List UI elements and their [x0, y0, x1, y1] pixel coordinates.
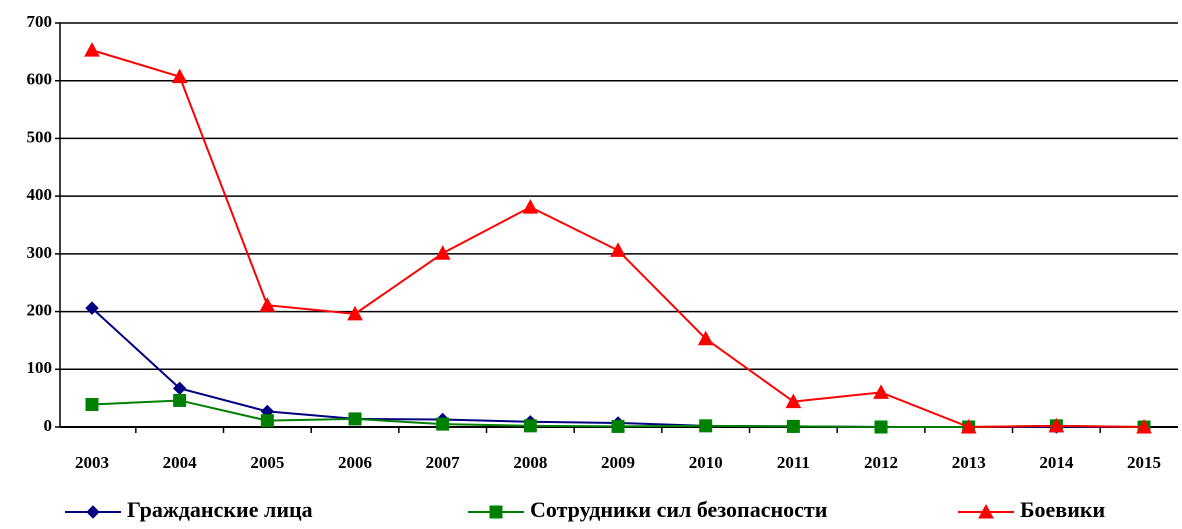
- y-tick-label: 700: [27, 12, 53, 31]
- point: [173, 393, 187, 407]
- point: [171, 68, 188, 84]
- point: [611, 419, 625, 433]
- y-tick-label: 0: [44, 416, 53, 435]
- x-tick-label: 2004: [163, 453, 198, 472]
- legend-label: Сотрудники сил безопасности: [530, 497, 828, 522]
- point: [786, 419, 800, 433]
- point: [1048, 417, 1065, 433]
- series-line: [91, 49, 1145, 429]
- x-tick-label: 2015: [1127, 453, 1161, 472]
- point: [873, 384, 889, 399]
- point: [960, 418, 977, 434]
- x-tick-label: 2012: [864, 453, 898, 472]
- point: [610, 242, 626, 257]
- y-tick-label: 600: [27, 70, 53, 89]
- point: [1136, 418, 1152, 434]
- x-tick-label: 2008: [513, 453, 547, 472]
- legend-marker: [86, 505, 100, 519]
- point: [874, 420, 888, 434]
- y-tick-label: 200: [27, 300, 53, 319]
- point: [85, 397, 99, 411]
- x-tick-label: 2007: [426, 453, 461, 472]
- point: [699, 419, 713, 433]
- y-tick-label: 100: [27, 358, 53, 377]
- x-tick-label: 2003: [75, 453, 109, 472]
- point: [347, 305, 363, 321]
- point: [84, 42, 100, 57]
- legend-label: Боевики: [1020, 497, 1106, 522]
- x-tick-label: 2011: [777, 453, 810, 472]
- legend-marker: [978, 503, 994, 519]
- legend-marker: [489, 505, 503, 519]
- series-line: [91, 307, 1145, 428]
- y-tick-label: 500: [27, 127, 53, 146]
- point: [436, 417, 450, 431]
- point: [785, 393, 802, 409]
- point: [260, 414, 274, 428]
- y-tick-label: 400: [27, 185, 53, 204]
- x-tick-label: 2005: [250, 453, 284, 472]
- point: [697, 330, 714, 346]
- x-tick-label: 2006: [338, 453, 372, 472]
- point: [85, 301, 99, 315]
- x-tick-label: 2013: [952, 453, 986, 472]
- point: [523, 419, 537, 433]
- point: [259, 297, 276, 312]
- x-tick-label: 2009: [601, 453, 635, 472]
- point: [522, 199, 539, 214]
- x-tick-label: 2010: [689, 453, 723, 472]
- point: [348, 412, 362, 426]
- x-tick-label: 2014: [1039, 453, 1074, 472]
- point: [434, 245, 451, 260]
- y-tick-label: 300: [27, 243, 53, 262]
- legend-label: Гражданские лица: [127, 497, 313, 522]
